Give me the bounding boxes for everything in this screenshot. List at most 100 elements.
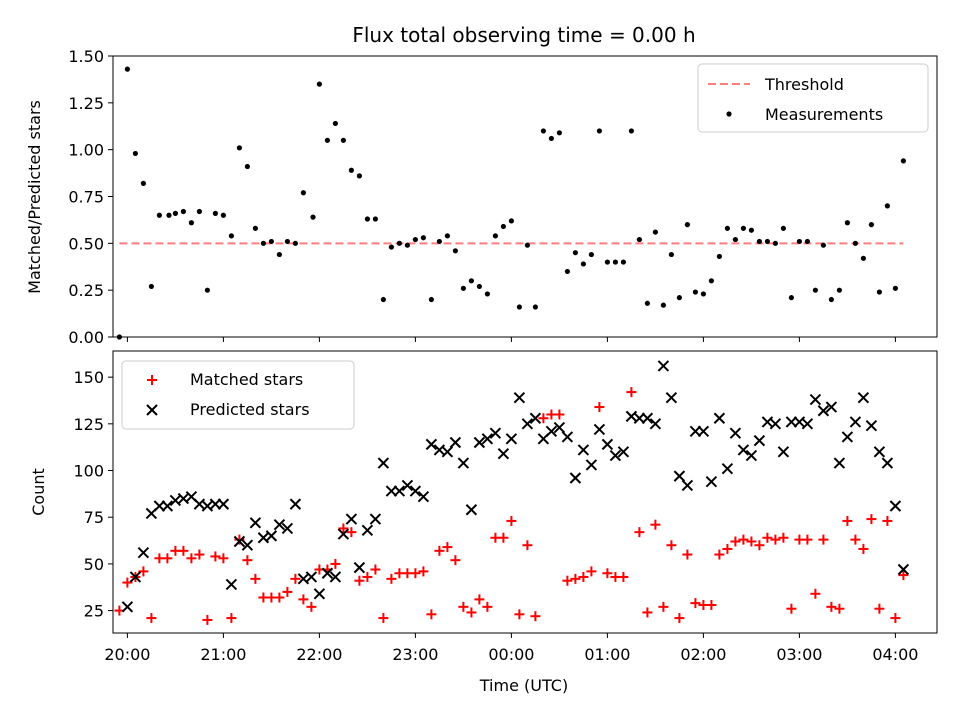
measurement-point [332,120,338,127]
predicted-star-point [409,485,422,497]
measurement-point [324,137,330,143]
bottom-x-tick-label: 00:00 [488,645,534,664]
measurement-point [124,66,130,72]
measurement-point [188,220,194,226]
predicted-star-point [137,546,150,559]
matched-star-point [514,609,525,620]
matched-star-point [874,603,885,614]
matched-star-point [522,540,533,551]
matched-star-point [578,571,589,582]
predicted-star-point [473,436,486,449]
predicted-star-point [121,601,134,613]
measurement-point [748,227,755,233]
bottom-x-tick-label: 01:00 [584,645,630,664]
measurement-point [380,296,386,303]
measurement-point [868,222,875,228]
matched-star-point [210,551,221,562]
predicted-star-point [345,513,358,525]
predicted-star-point [873,446,886,458]
measurement-point [364,216,370,222]
measurement-point [492,233,498,239]
predicted-star-point [441,446,454,458]
measurement-point [796,238,803,245]
matched-star-point [778,532,789,543]
predicted-star-point [305,571,318,583]
measurement-point [252,225,258,231]
predicted-star-point [777,446,790,458]
predicted-star-point [857,391,870,404]
measurement-point [572,250,579,256]
matched-star-point [338,523,349,534]
matched-star-point [242,555,253,566]
predicted-star-point [833,457,846,469]
bottom-y-tick-label: 50 [84,555,104,574]
matched-stars-series [114,387,909,625]
predicted-star-point [825,401,838,413]
measurement-point [372,216,378,222]
matched-star-point [162,553,173,564]
predicted-star-point [849,416,862,428]
matched-star-point [218,553,229,564]
bottom-y-tick-label: 125 [73,415,104,434]
predicted-star-point [681,479,694,492]
measurement-point [892,285,899,291]
measurement-point [516,304,523,310]
measurement-point [612,259,619,265]
measurement-point [228,233,234,239]
matched-star-point [282,586,293,597]
matched-star-point [290,573,301,584]
measurement-point [132,150,138,157]
matched-star-point [898,570,909,581]
measurement-point [604,259,611,265]
measurement-point [788,295,795,301]
predicted-star-point [521,418,534,430]
measurement-point [820,242,827,248]
measurement-point [564,268,571,275]
predicted-star-point [289,498,302,510]
matched-star-point [850,534,861,545]
matched-star-point [538,413,549,424]
predicted-star-point [577,444,590,456]
top-y-axis-label: Matched/Predicted stars [25,100,44,294]
predicted-star-point [649,418,662,430]
matched-star-point [842,515,853,526]
matched-star-point [890,613,901,624]
measurement-point [420,235,426,241]
top-legend-box [697,63,929,133]
measurement-point [500,223,506,230]
top-legend: Threshold Measurements [697,63,929,133]
measurement-point [204,287,210,293]
predicted-star-point [889,500,902,512]
matched-star-point [458,601,469,612]
measurement-point [220,212,226,218]
measurement-point [652,229,659,235]
bottom-x-axis: 20:00 21:00 22:00 23:00 00:00 01:00 02:00 03:00… [104,633,918,664]
matched-star-point [562,575,573,586]
matched-star-point [378,613,389,624]
predicted-star-point [705,476,718,488]
measurement-point [140,180,146,186]
matched-star-point [466,607,477,618]
bottom-y-axis: 25 50 75 100 125 150 [73,368,113,621]
measurement-point [620,259,627,265]
matched-star-point [754,540,765,551]
matched-star-point [274,592,285,603]
matched-star-point [730,536,741,547]
matched-star-point [666,540,677,551]
bottom-x-tick-label: 21:00 [200,645,246,664]
measurement-point [844,220,851,226]
measurement-point [460,285,466,291]
matched-star-point [138,566,149,577]
matched-star-point [674,613,685,624]
predicted-star-point [313,588,326,600]
measurement-point [476,283,482,290]
predicted-star-point [657,360,670,372]
matched-star-point [642,607,653,618]
measurement-point [276,251,282,258]
predicted-star-point [809,393,822,406]
bottom-panel: 25 50 75 100 125 150 20:00 21:00 22:00 23:00 00:0… [29,350,938,695]
measurement-point [484,291,490,297]
matched-star-point [418,566,429,577]
matched-star-point [530,611,541,622]
predicted-star-point [457,457,470,469]
